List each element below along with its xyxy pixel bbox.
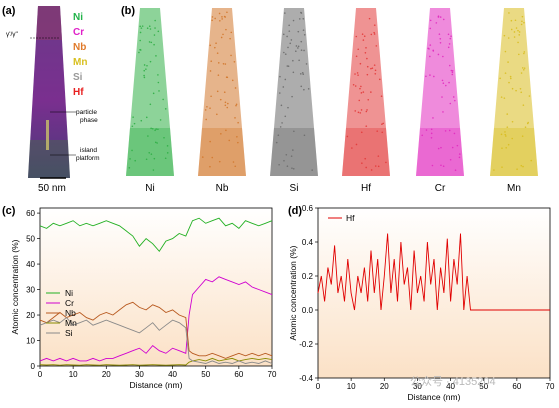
x-tick-label: 50 — [201, 370, 210, 379]
series-mn — [39, 357, 273, 366]
x-tick-label: 20 — [380, 382, 389, 391]
y-tick-label: 40 — [26, 260, 35, 269]
watermark: 公众号 · 4135204 — [410, 375, 496, 388]
panel-a-element-nb: Nb — [73, 42, 86, 53]
panel-a-element-si: Si — [73, 72, 83, 83]
x-tick-label: 60 — [234, 370, 243, 379]
gamma-annotation: γ'/γ'' — [6, 31, 18, 38]
panel-a-element-mn: Mn — [73, 57, 87, 68]
x-tick-label: 40 — [168, 370, 177, 379]
x-tick-label: 0 — [316, 382, 321, 391]
island-annotation: island platform — [76, 147, 99, 162]
panel-a-element-ni: Ni — [73, 12, 83, 23]
panel-a-tip — [28, 6, 70, 178]
y-tick-label: 0.2 — [302, 272, 314, 281]
y-tick-label: 30 — [26, 286, 35, 295]
panel-b-maps: Ni Nb Si Hf Cr Mn — [126, 8, 538, 194]
y-tick-label: 0.4 — [302, 238, 314, 247]
chart-c: 0 10 20 30 40 50 60 70 0 10 20 30 40 50 60 Distance (nm… — [10, 207, 277, 390]
y-tick-label: 0.6 — [302, 204, 314, 213]
y-tick-label: -0.2 — [299, 340, 313, 349]
y-axis-label: Atomic concentration (%) — [288, 245, 298, 340]
map-hf: Hf — [342, 8, 390, 194]
series-nb — [39, 301, 273, 359]
panel-a-element-cr: Cr — [73, 27, 84, 38]
plot-area — [39, 207, 273, 367]
x-tick-label: 40 — [446, 382, 455, 391]
chart-d: 0 10 20 30 40 50 60 70 -0.4 -0.2 0.0 0.2 0.4 0.6 Dista… — [288, 204, 555, 402]
y-tick-label: 10 — [26, 337, 35, 346]
y-tick-label: 60 — [26, 209, 35, 218]
map-si: Si — [270, 8, 318, 194]
legend-label-cr: Cr — [65, 298, 74, 308]
map-label-mn: Mn — [507, 183, 521, 194]
panel-a-element-hf: Hf — [73, 87, 84, 98]
y-tick-label: 0 — [31, 362, 36, 371]
scalebar-label: 50 nm — [38, 183, 66, 194]
map-ni: Ni — [126, 8, 174, 194]
map-label-cr: Cr — [435, 183, 446, 194]
map-label-ni: Ni — [145, 183, 154, 194]
y-tick-label: 50 — [26, 235, 35, 244]
legend-label-mn: Mn — [65, 318, 77, 328]
x-tick-label: 70 — [268, 370, 277, 379]
x-tick-label: 30 — [135, 370, 144, 379]
y-tick-label: -0.4 — [299, 374, 313, 383]
x-tick-label: 10 — [347, 382, 356, 391]
x-tick-label: 60 — [512, 382, 521, 391]
series-ni — [39, 217, 273, 253]
series-hf — [317, 233, 550, 311]
legend-label-ni: Ni — [65, 288, 73, 298]
x-tick-label: 30 — [413, 382, 422, 391]
particle-annotation: particle phase — [76, 109, 98, 124]
panel-b-label: (b) — [121, 5, 135, 17]
y-axis-label: Atomic concentration (%) — [10, 239, 20, 334]
x-tick-label: 50 — [479, 382, 488, 391]
x-tick-label: 70 — [546, 382, 555, 391]
x-tick-label: 20 — [102, 370, 111, 379]
x-axis-label: Distance (nm) — [130, 380, 183, 390]
map-cr: Cr — [416, 8, 464, 194]
series-si — [39, 316, 273, 364]
panel-a-label: (a) — [2, 5, 16, 17]
map-nb: Nb — [198, 8, 246, 194]
x-axis-label: Distance (nm) — [408, 392, 461, 402]
map-label-hf: Hf — [361, 183, 371, 194]
legend-label-si: Si — [65, 328, 73, 338]
panel-d-label: (d) — [288, 205, 302, 217]
map-label-nb: Nb — [216, 183, 229, 194]
legend-label-nb: Nb — [65, 308, 76, 318]
panel-c-label: (c) — [2, 205, 16, 217]
legend-label-hf: Hf — [346, 213, 355, 223]
panel-a-element-legend: Ni Cr Nb Mn Si Hf — [73, 12, 87, 98]
map-label-si: Si — [290, 183, 299, 194]
y-tick-label: 20 — [26, 311, 35, 320]
x-tick-label: 10 — [69, 370, 78, 379]
y-tick-label: 0.0 — [302, 306, 314, 315]
map-mn: Mn — [490, 8, 538, 194]
x-tick-label: 0 — [38, 370, 43, 379]
plot-area — [317, 207, 551, 379]
series-cr — [39, 276, 273, 362]
